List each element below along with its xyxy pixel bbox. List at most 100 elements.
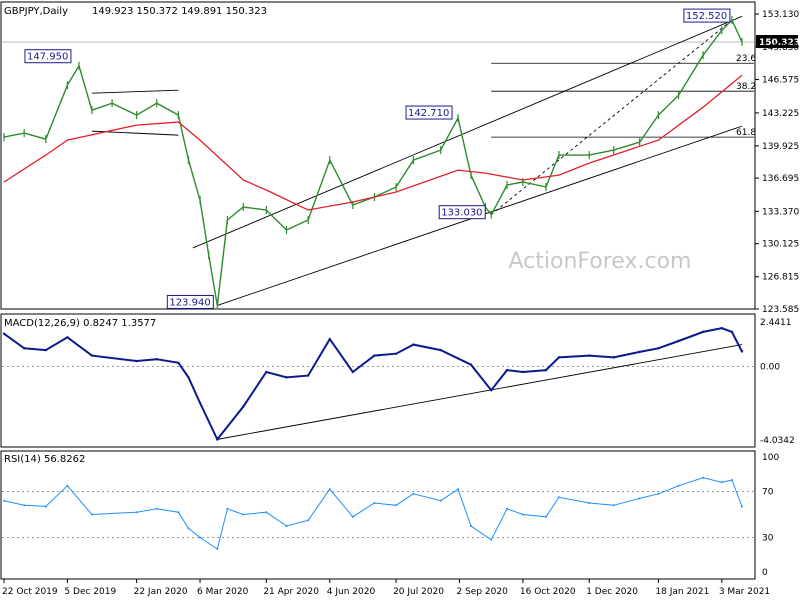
rsi-line <box>3 477 743 550</box>
rsi-point <box>242 513 245 516</box>
rsi-point <box>66 484 69 487</box>
rsi-point <box>490 538 493 541</box>
rsi-title: RSI(14) 56.8262 <box>4 454 85 465</box>
macd-point <box>198 401 202 405</box>
rsi-point <box>395 504 398 507</box>
symbol-label: GBPJPY,Daily <box>4 6 68 17</box>
price-axis-label: 130.125 <box>762 240 799 250</box>
macd-point <box>285 376 288 379</box>
macd-axis-label: -4.0342 <box>760 436 795 446</box>
fibonacci-label: 61.8 <box>736 128 756 138</box>
macd-point <box>394 352 398 355</box>
rsi-point <box>135 511 138 514</box>
rsi-point <box>23 504 26 507</box>
macd-point <box>66 336 69 339</box>
rsi-point <box>741 505 743 508</box>
macd-line <box>3 327 743 442</box>
macd-title: MACD(12,26,9) 0.8247 1.3577 <box>4 318 156 329</box>
x-axis-label: 1 Dec 2020 <box>586 587 638 597</box>
rsi-point <box>226 507 229 510</box>
macd-point <box>439 348 442 352</box>
macd-point <box>612 356 615 359</box>
price-axis-label: 149.850 <box>762 43 799 53</box>
rsi-point <box>730 479 733 481</box>
macd-point <box>90 354 94 357</box>
macd-point <box>155 357 158 361</box>
macd-point <box>489 388 493 392</box>
macd-point <box>469 363 473 366</box>
rsi-point <box>544 515 547 518</box>
fibonacci-label: 38.2 <box>736 82 756 92</box>
price-axis-label: 136.695 <box>762 174 799 184</box>
price-annotation-box <box>24 49 72 64</box>
x-axis-label: 2 Sep 2020 <box>456 587 508 597</box>
price-annotation-label: 147.950 <box>27 52 68 63</box>
rsi-point <box>457 488 460 491</box>
price-panel <box>0 1 756 310</box>
rsi-point <box>285 525 288 527</box>
price-axis-label: 133.370 <box>762 207 799 217</box>
rsi-point <box>373 502 376 504</box>
macd-point <box>544 368 548 372</box>
rsi-point <box>657 492 660 495</box>
macd-axis-label: 0.00 <box>760 362 780 372</box>
macd-point <box>328 337 331 341</box>
price-axis-label: 123.585 <box>762 305 799 315</box>
macd-trend-line <box>217 344 743 440</box>
macd-point <box>638 350 641 354</box>
rsi-axis-label: 70 <box>762 488 774 498</box>
x-axis-label: 6 Mar 2020 <box>197 587 249 597</box>
rsi-point <box>307 519 310 522</box>
price-series-line <box>3 18 743 306</box>
rsi-point <box>328 488 331 491</box>
rsi-point <box>677 484 680 487</box>
watermark: ActionForex.com <box>509 249 692 274</box>
price-axis-label: 143.225 <box>762 109 799 119</box>
macd-point <box>557 356 561 359</box>
price-annotation-box <box>166 294 214 309</box>
rsi-point <box>187 527 190 530</box>
macd-point <box>701 330 705 334</box>
rsi-point <box>216 548 219 550</box>
rsi-axis-label: 30 <box>762 534 774 544</box>
macd-point <box>505 368 509 372</box>
rsi-point <box>557 496 560 499</box>
macd-panel <box>0 313 756 448</box>
macd-point <box>216 438 219 441</box>
macd-point <box>588 354 591 357</box>
x-axis-label: 20 Jul 2020 <box>393 587 444 597</box>
macd-point <box>730 330 734 334</box>
rsi-point <box>412 492 415 495</box>
macd-point <box>677 339 680 343</box>
sma-line <box>3 74 743 211</box>
rsi-point <box>588 502 591 504</box>
price-annotation-box <box>405 105 453 120</box>
fibonacci-label: 23.6 <box>736 54 756 64</box>
x-axis-label: 5 Dec 2019 <box>64 587 116 597</box>
price-axis-label: 126.815 <box>762 273 799 283</box>
macd-point <box>373 354 376 357</box>
price-annotation-label: 152.520 <box>686 11 727 22</box>
rsi-point <box>470 525 473 527</box>
macd-point <box>351 370 355 374</box>
macd-point <box>242 405 245 408</box>
macd-point <box>135 359 138 363</box>
x-axis-label: 21 Apr 2020 <box>263 587 319 597</box>
macd-point <box>740 350 744 353</box>
rsi-point <box>720 481 723 484</box>
price-annotation-label: 142.710 <box>408 108 449 119</box>
rsi-point <box>90 513 93 516</box>
x-axis-label: 3 Mar 2021 <box>719 587 770 597</box>
price-axis-label: 146.575 <box>762 75 799 85</box>
rsi-point <box>155 507 158 510</box>
rsi-point <box>506 507 509 510</box>
x-axis-label: 22 Oct 2019 <box>2 587 58 597</box>
rsi-point <box>521 513 524 516</box>
x-axis-label: 4 Jun 2020 <box>327 587 376 597</box>
macd-axis-label: 2.4411 <box>760 318 792 328</box>
ohlc-readout: 149.923 150.372 149.891 150.323 <box>92 6 267 17</box>
price-annotation-label: 133.030 <box>441 208 482 219</box>
rsi-point <box>265 511 268 514</box>
rsi-axis-label: 0 <box>762 568 768 578</box>
